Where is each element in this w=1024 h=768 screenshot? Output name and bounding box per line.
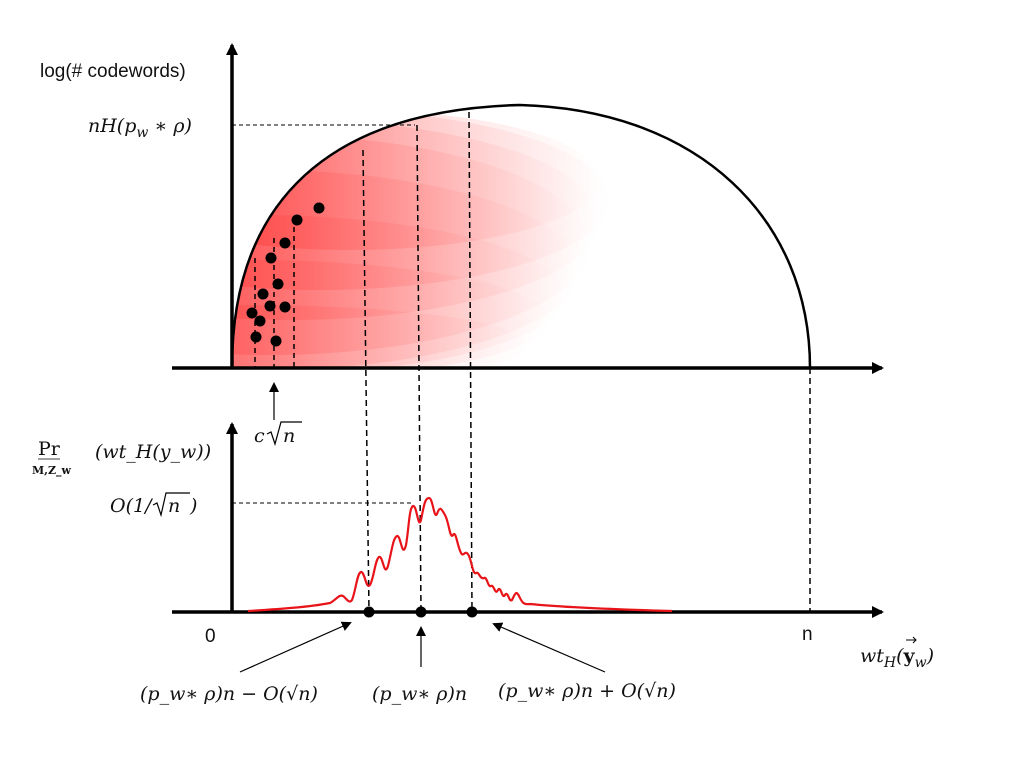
codeword-shading bbox=[232, 110, 610, 368]
svg-text:(wt_H(y_w)): (wt_H(y_w)) bbox=[95, 441, 211, 463]
codeword-point bbox=[254, 315, 266, 327]
svg-text:n: n bbox=[283, 425, 295, 447]
svg-text:c: c bbox=[254, 425, 265, 447]
codeword-point bbox=[279, 301, 291, 313]
codeword-point bbox=[246, 307, 258, 319]
projection-line-right bbox=[468, 111, 473, 613]
annotation-lower-bound: (p_w∗ ρ)n − O(√n) bbox=[140, 683, 318, 705]
projection-line-left bbox=[362, 149, 370, 613]
projection-lines bbox=[362, 111, 811, 613]
codeword-point bbox=[313, 202, 325, 214]
bottom-x-axis-label: wtH(yw) bbox=[860, 636, 934, 671]
bottom-annotations: (p_w∗ ρ)n − O(√n) (p_w∗ ρ)n (p_w∗ ρ)n + … bbox=[140, 621, 676, 705]
origin-label: 0 bbox=[205, 626, 216, 647]
svg-text:Pr: Pr bbox=[38, 438, 61, 460]
peak-entropy-label: nH(pw ∗ ρ) bbox=[88, 115, 192, 141]
lower-bound-point bbox=[363, 606, 375, 618]
density-peak-label: O(1/ n ) bbox=[110, 492, 197, 518]
svg-text:): ) bbox=[189, 495, 197, 517]
codeword-point bbox=[265, 252, 277, 264]
top-plot: log(# codewords) nH(pw ∗ ρ) c n bbox=[40, 43, 884, 447]
sqrt-label: c n bbox=[254, 421, 302, 447]
codeword-point bbox=[250, 331, 262, 343]
codeword-points bbox=[246, 202, 325, 347]
annotation-arrow-right bbox=[492, 622, 606, 673]
top-y-axis-label: log(# codewords) bbox=[40, 61, 186, 82]
codeword-point bbox=[257, 288, 269, 300]
codeword-point bbox=[279, 237, 291, 249]
annotation-mean: (p_w∗ ρ)n bbox=[372, 683, 467, 705]
mean-point bbox=[415, 606, 427, 618]
codeword-point bbox=[272, 278, 284, 290]
svg-text:n: n bbox=[168, 495, 180, 517]
projection-line-center bbox=[416, 124, 422, 613]
svg-text:wtH(yw): wtH(yw) bbox=[860, 645, 934, 671]
codeword-envelope-curve bbox=[230, 103, 812, 369]
bottom-y-axis-label: Pr M,Z_w (wt_H(y_w)) bbox=[32, 438, 211, 478]
bottom-plot: 0 n Pr M,Z_w (wt_H(y_w)) O(1/ n ) wtH(yw… bbox=[32, 422, 934, 671]
n-label: n bbox=[802, 624, 813, 645]
codeword-point bbox=[270, 335, 282, 347]
upper-bound-point bbox=[466, 606, 478, 618]
svg-text:O(1/: O(1/ bbox=[110, 495, 153, 517]
weight-distribution-curve bbox=[247, 496, 673, 613]
svg-text:M,Z_w: M,Z_w bbox=[32, 464, 72, 478]
annotation-upper-bound: (p_w∗ ρ)n + O(√n) bbox=[498, 680, 676, 702]
codeword-point bbox=[291, 214, 303, 226]
codeword-point bbox=[264, 300, 276, 312]
annotation-arrow-left bbox=[239, 621, 352, 673]
